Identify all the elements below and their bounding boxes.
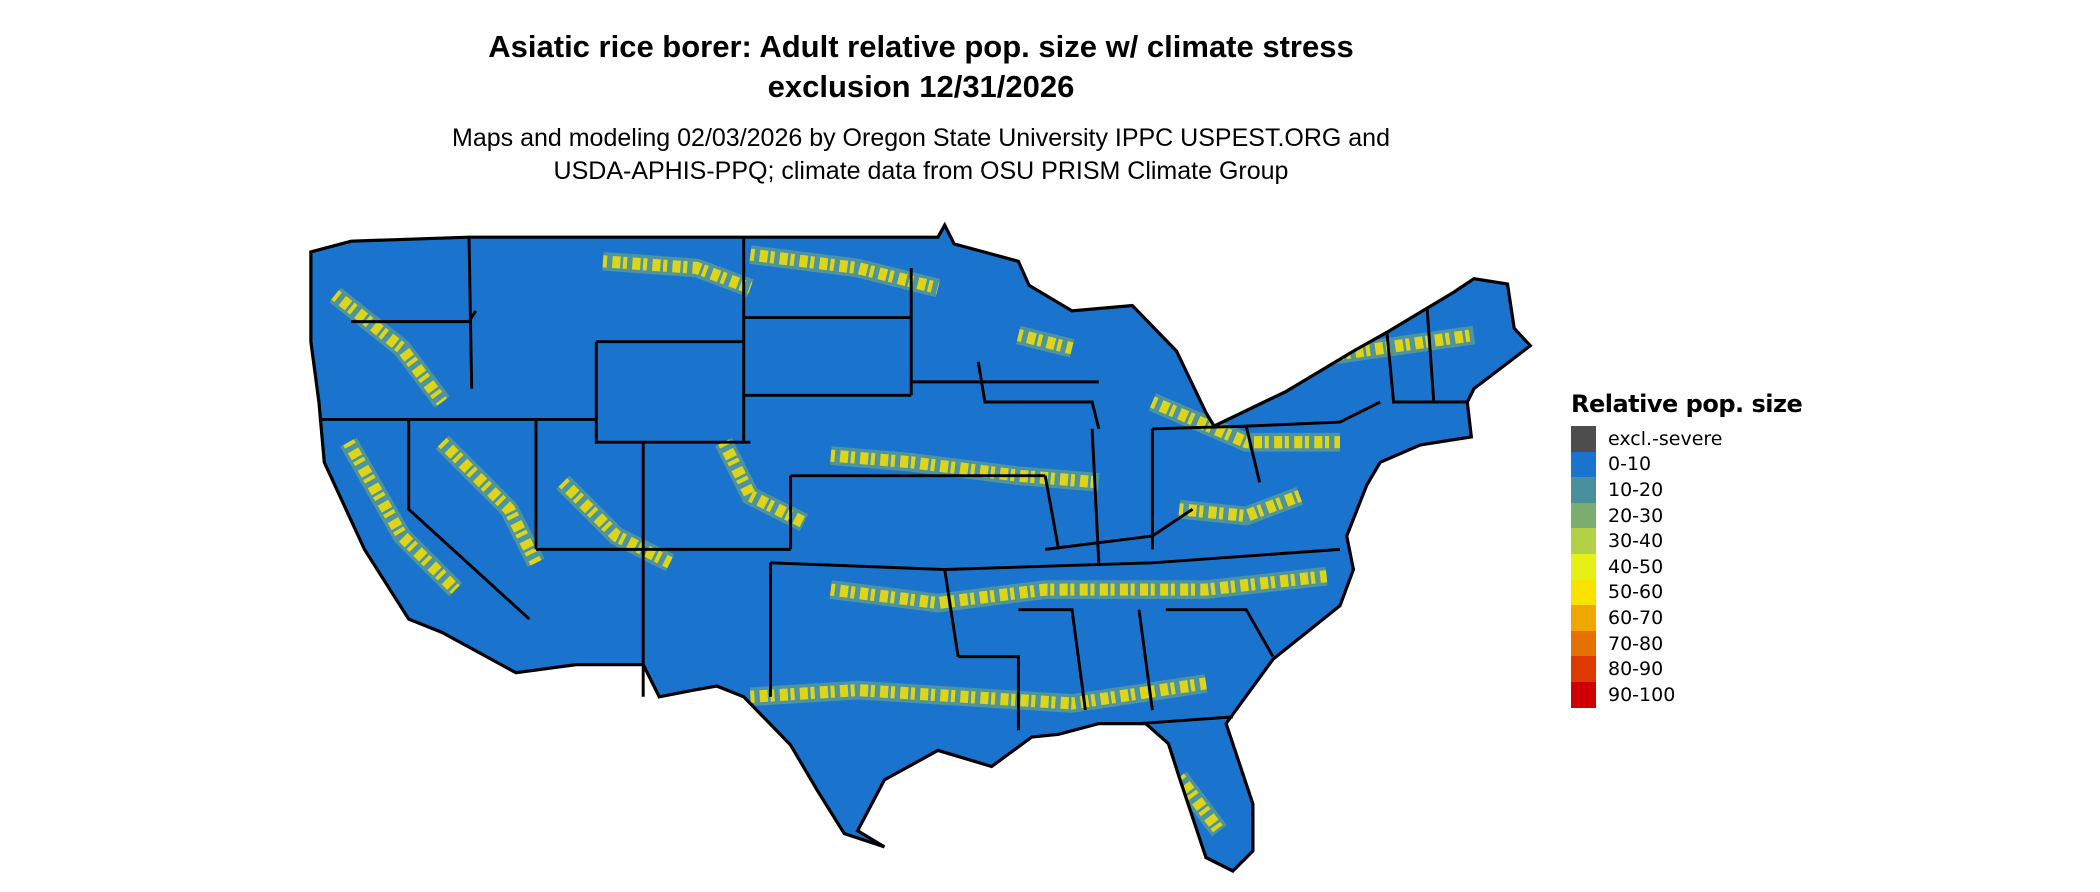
legend-label: 40-50 [1608, 555, 1664, 578]
legend-swatch [1571, 426, 1596, 452]
legend-swatch [1571, 605, 1596, 631]
hotspot-band [1016, 325, 1075, 358]
legend-item: 0-10 [1571, 451, 1802, 478]
state-border [1385, 332, 1468, 404]
legend-swatch [1571, 451, 1596, 478]
state-border [958, 655, 1020, 731]
legend-swatch [1571, 553, 1596, 580]
legend-swatch [1571, 502, 1596, 529]
legend: Relative pop. size excl.-severe 0-10 10-20… [1571, 390, 1803, 708]
legend-label: 50-60 [1608, 581, 1664, 604]
hotspot-band [830, 449, 1100, 489]
state-border [1018, 400, 1101, 430]
state-border [1137, 609, 1154, 711]
hotspot-band [602, 255, 753, 294]
state-border [1043, 475, 1061, 550]
legend-title: Relative pop. size [1571, 390, 1803, 418]
legend-label: excl.-severe [1608, 427, 1723, 450]
state-border [1090, 428, 1101, 563]
us-border [309, 221, 1533, 873]
hotspot-band [437, 437, 542, 566]
us-land-area [310, 225, 1531, 872]
hotspot-band [558, 478, 673, 569]
state-borders [318, 237, 1468, 731]
hotspot-band [343, 439, 460, 594]
legend-swatch [1571, 656, 1596, 682]
legend-label: 30-40 [1608, 530, 1664, 553]
state-border [1246, 400, 1381, 428]
hotspot-band [331, 290, 448, 406]
legend-label: 90-100 [1608, 683, 1676, 706]
state-border [944, 547, 1341, 571]
hotspot-band [1178, 490, 1302, 523]
legend-item: 20-30 [1571, 502, 1802, 529]
legend-label: 80-90 [1608, 658, 1664, 681]
state-border [1165, 608, 1275, 658]
hotspot-band [1150, 396, 1341, 449]
state-border [1425, 308, 1436, 403]
legend-item: 90-100 [1571, 681, 1802, 708]
hotspot-band [750, 677, 1207, 710]
state-border [1018, 608, 1087, 711]
legend-item: 40-50 [1571, 553, 1802, 580]
map-subtitle-line-1: Maps and modeling 02/03/2026 by Oregon S… [452, 124, 1390, 152]
legend-swatch [1571, 579, 1596, 606]
legend-swatch [1571, 528, 1596, 554]
state-border [1045, 507, 1194, 551]
legend-item: 60-70 [1571, 605, 1802, 631]
map-title-line-1: Asiatic rice borer: Adult relative pop. … [488, 29, 1354, 64]
legend-label: 70-80 [1608, 632, 1664, 655]
legend-item: 80-90 [1571, 656, 1802, 682]
state-border [1138, 715, 1233, 726]
state-border [594, 341, 751, 444]
legend-item: 70-80 [1571, 630, 1802, 657]
legend-label: 0-10 [1608, 453, 1652, 476]
legend-label: 60-70 [1608, 606, 1664, 629]
state-border [351, 310, 477, 324]
legend-label: 10-20 [1608, 478, 1664, 501]
hotspot-band [1174, 773, 1225, 835]
legend-label: 20-30 [1608, 504, 1664, 527]
legend-swatch [1571, 630, 1596, 657]
legend-item: 30-40 [1571, 528, 1802, 554]
hotspot-band [715, 438, 809, 531]
legend-swatch [1571, 477, 1596, 503]
map-title-line-2: exclusion 12/31/2026 [767, 69, 1075, 104]
state-border [407, 419, 531, 621]
map-subtitle-line-2: USDA-APHIS-PPQ; climate data from OSU PR… [553, 157, 1289, 185]
legend-item: 50-60 [1571, 579, 1802, 606]
legend-item: 10-20 [1571, 477, 1802, 503]
state-border [976, 361, 1019, 404]
state-border [467, 237, 474, 389]
hotspot-band [830, 570, 1328, 610]
legend-swatch [1571, 681, 1596, 708]
legend-item: excl.-severe [1571, 426, 1802, 452]
